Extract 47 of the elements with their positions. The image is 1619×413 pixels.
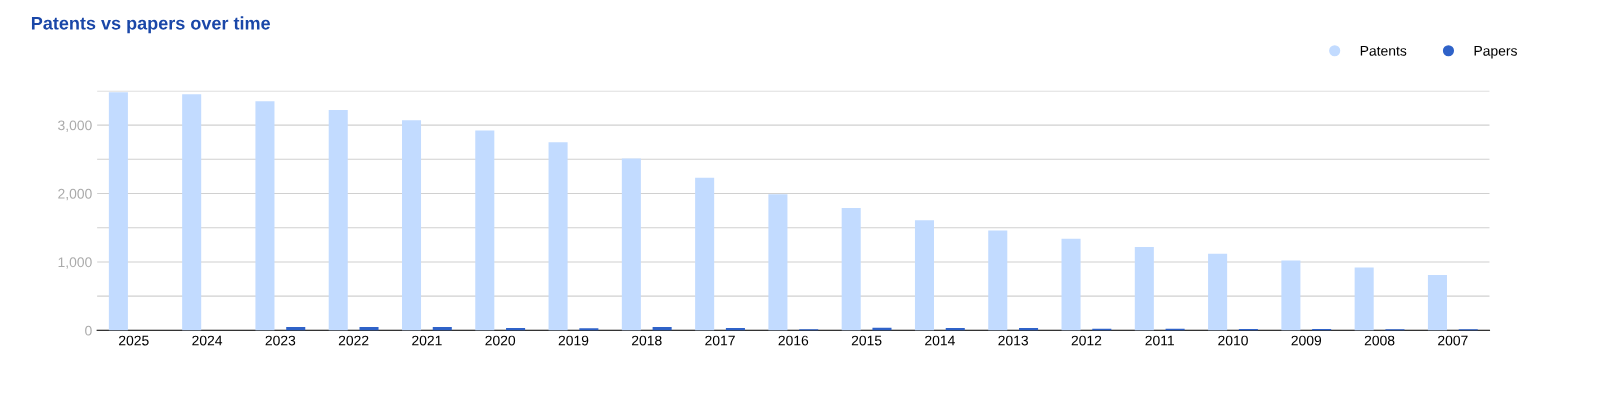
x-tick-label: 2019 [558, 335, 589, 346]
bar [1134, 246, 1154, 331]
bar [401, 120, 422, 331]
x-tick-label: 2018 [632, 335, 662, 346]
bar [328, 110, 348, 331]
bar [548, 142, 568, 331]
bar [1281, 260, 1301, 331]
x-tick-label: 2007 [1438, 335, 1468, 346]
x-tick-label: 2025 [119, 335, 149, 346]
x-tick-label: 2015 [851, 335, 882, 346]
bar [1061, 238, 1081, 331]
x-tick-label: 2020 [485, 335, 516, 346]
x-tick-label: 2014 [925, 335, 955, 346]
y-tick-label: 2,000 [58, 188, 92, 201]
chart-title: Patents vs papers over time [31, 16, 270, 34]
bar [1427, 274, 1447, 331]
bar [988, 230, 1008, 331]
y-tick-label: 0 [85, 325, 92, 336]
legend-label: Patents [1360, 46, 1407, 56]
x-tick-label: 2022 [338, 335, 369, 346]
bar [475, 130, 495, 331]
bar [359, 326, 379, 331]
bar [841, 207, 861, 331]
bar [914, 220, 935, 331]
x-tick-label: 2024 [192, 335, 223, 346]
bar [695, 177, 715, 331]
bar [768, 194, 788, 331]
bar [182, 94, 202, 331]
x-tick-label: 2008 [1364, 335, 1395, 346]
text: 1,000 [58, 257, 92, 269]
x-tick-label: 2023 [265, 335, 296, 346]
x-tick-label: 2009 [1291, 335, 1322, 346]
x-tick-label: 2017 [705, 335, 735, 346]
x-tick-label: 2013 [998, 335, 1028, 346]
bar [108, 92, 128, 331]
x-tick-label: 2011 [1145, 335, 1174, 346]
bar [579, 328, 599, 331]
x-tick-label: 2021 [412, 335, 442, 346]
x-tick-label: 2016 [778, 335, 809, 346]
y-tick-label: 3,000 [58, 120, 92, 132]
x-tick-label: 2010 [1218, 335, 1248, 346]
bar [1208, 253, 1228, 331]
legend-label: Papers [1474, 46, 1517, 59]
x-tick-label: 2012 [1071, 335, 1102, 346]
bar [621, 158, 641, 331]
bar [1354, 267, 1374, 331]
bar [255, 101, 275, 331]
